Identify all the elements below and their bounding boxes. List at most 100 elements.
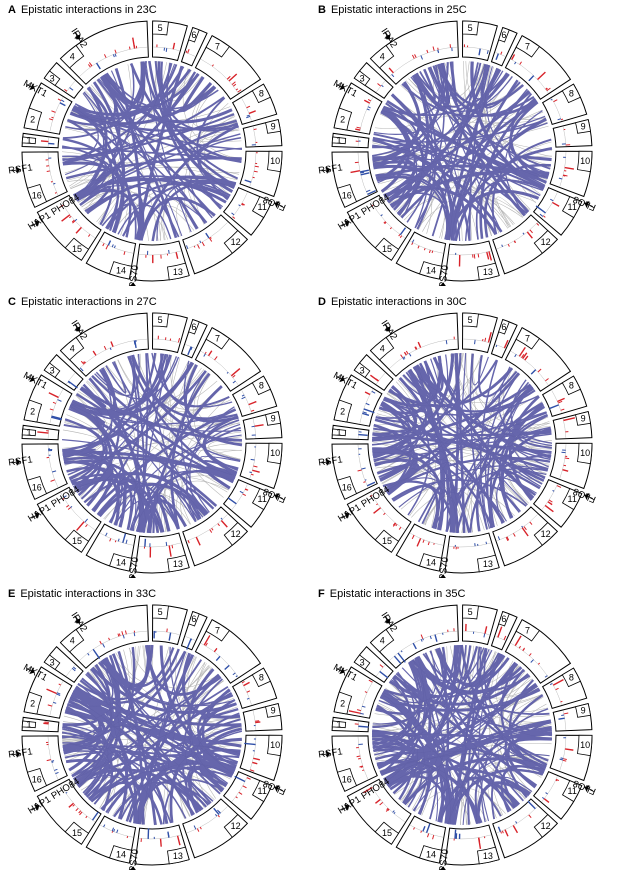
chromosome-label: 8: [259, 381, 264, 391]
strong-link: [181, 370, 210, 513]
chromosome-label: 12: [231, 821, 241, 831]
positive-effect-bar: [250, 409, 255, 412]
strong-link: [62, 146, 242, 161]
gene-label: MKT1: [331, 78, 359, 100]
negative-effect-bar: [412, 642, 417, 650]
negative-effect-bar: [429, 635, 432, 640]
gene-arrow-head: [15, 750, 21, 758]
strong-link: [380, 402, 505, 524]
chromosome-label: 9: [581, 414, 586, 424]
positive-effect-bar: [128, 46, 131, 50]
positive-effect-bar: [172, 42, 176, 50]
chromosome-label-box: [515, 35, 540, 58]
chromosome-label: 2: [340, 114, 345, 124]
positive-effect-bar: [37, 431, 49, 434]
gene-arrow-head: [29, 667, 35, 675]
positive-effect-bar: [513, 240, 516, 243]
gene-arrow-head: [15, 458, 21, 466]
positive-effect-bar: [364, 691, 368, 694]
positive-effect-bar: [426, 833, 430, 838]
negative-effect-bar: [122, 634, 125, 639]
strong-link: [491, 138, 552, 235]
chromosome-label: 12: [541, 529, 551, 539]
chromosome-label: 8: [569, 381, 574, 391]
negative-effect-bar: [213, 807, 220, 815]
positive-effect-bar: [209, 236, 212, 239]
positive-effect-bar: [511, 54, 516, 60]
chromosome-label: 1: [336, 719, 341, 729]
strong-link: [75, 92, 104, 199]
strong-link: [403, 682, 536, 805]
strong-link: [460, 644, 548, 767]
chromosome-label-box: [498, 27, 510, 43]
strong-link: [100, 660, 236, 707]
chromosome-label: 9: [271, 122, 276, 132]
positive-effect-bar: [254, 424, 264, 427]
track-baseline: [60, 492, 95, 531]
chromosome-label: 9: [271, 414, 276, 424]
positive-effect-bar: [103, 345, 107, 350]
positive-effect-bar: [79, 811, 83, 816]
track-baseline: [495, 52, 506, 57]
negative-effect-bar: [238, 204, 241, 207]
track-baseline: [410, 240, 443, 254]
track-baseline: [200, 642, 239, 678]
negative-effect-bar: [360, 712, 364, 715]
weak-link: [165, 396, 230, 532]
positive-effect-bar: [75, 807, 79, 812]
negative-effect-bar: [122, 533, 127, 544]
positive-effect-bar: [208, 237, 213, 242]
track-baseline: [357, 152, 369, 196]
strong-link: [111, 653, 157, 826]
negative-effect-bar: [549, 683, 553, 686]
weak-link: [383, 689, 543, 709]
weak-link: [69, 92, 106, 187]
chromosome-label: 15: [382, 536, 392, 546]
chromosome-label-box: [265, 119, 281, 134]
panel-title-text: Epistatic interactions in 35C: [329, 588, 466, 600]
negative-effect-bar: [393, 655, 402, 665]
negative-effect-bar: [249, 471, 252, 474]
chromosome-label: 15: [72, 536, 82, 546]
chromosome-label: 6: [501, 30, 506, 40]
negative-effect-bar: [246, 114, 250, 117]
positive-effect-bar: [413, 827, 415, 830]
positive-effect-bar: [67, 507, 71, 510]
strong-link: [62, 161, 125, 233]
positive-effect-bar: [420, 830, 422, 833]
positive-effect-bar: [252, 176, 255, 179]
strong-links: [61, 644, 243, 826]
negative-effect-bar: [111, 827, 115, 832]
positive-effect-bar: [230, 368, 241, 377]
strong-link: [454, 147, 553, 242]
track-baseline: [463, 46, 490, 51]
positive-effect-bar: [252, 469, 260, 473]
chromosome-label: 6: [191, 30, 196, 40]
chromosome-label-box: [331, 428, 347, 437]
negative-effect-bar: [521, 525, 524, 528]
chromosome-label-box: [109, 553, 133, 572]
negative-effect-bar: [360, 172, 370, 176]
positive-effect-bar: [432, 834, 435, 840]
negative-effect-bar: [250, 458, 255, 461]
negative-effect-bar: [391, 74, 395, 78]
track-baseline: [496, 222, 538, 250]
positive-effect-bar: [251, 473, 254, 476]
track-baseline: [249, 736, 257, 771]
chromosome-label-box: [26, 476, 48, 500]
negative-effect-bar: [51, 470, 57, 473]
track-baseline: [185, 52, 196, 57]
strong-link: [96, 78, 215, 217]
strong-link: [62, 747, 227, 787]
chromosome-label: 13: [483, 267, 493, 277]
strong-link: [98, 482, 207, 518]
positive-effect-bar: [110, 341, 114, 347]
positive-effect-bar: [124, 630, 127, 635]
negative-effect-bar: [95, 62, 101, 70]
positive-effect-bar: [379, 801, 384, 806]
negative-effect-bar: [112, 54, 115, 58]
positive-effect-bar: [552, 201, 560, 207]
chromosome-label: 11: [567, 494, 576, 504]
positive-effect-bar: [199, 826, 202, 830]
